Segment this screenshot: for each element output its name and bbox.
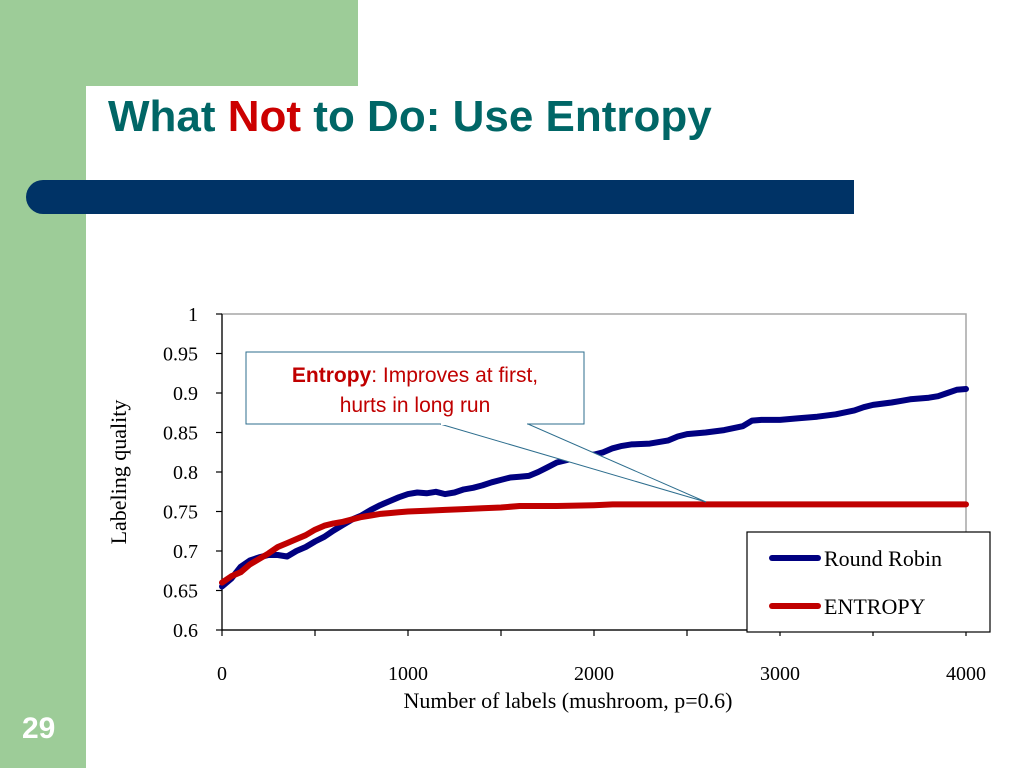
slide-number: 29 (22, 712, 56, 745)
legend-label-entropy: ENTROPY (824, 594, 926, 619)
slide-title: What Not to Do: Use Entropy (108, 92, 712, 142)
y-tick-label: 0.6 (173, 620, 198, 642)
y-tick-label: 0.85 (163, 423, 198, 445)
x-tick-label: 3000 (760, 663, 800, 685)
y-axis-title: Labeling quality (106, 400, 131, 545)
callout-pointer (439, 423, 707, 503)
title-part-3: to Do: Use Entropy (301, 92, 712, 141)
x-tick-label: 4000 (946, 663, 986, 685)
callout-line-2: hurts in long run (340, 394, 491, 417)
x-tick-label: 0 (217, 663, 227, 685)
callout-line-1-rest: : Improves at first, (371, 364, 538, 387)
title-underline-bar (26, 180, 854, 214)
y-axis: 0.6 0.65 0.7 0.75 0.8 0.85 0.9 0.95 1 (163, 304, 223, 642)
y-tick-label: 0.8 (173, 462, 198, 484)
series-lines (219, 386, 969, 590)
title-part-1: What (108, 92, 228, 141)
y-tick-label: 0.9 (173, 383, 198, 405)
y-tick-label: 0.7 (173, 541, 198, 563)
left-green-band (0, 0, 86, 768)
x-axis-title: Number of labels (mushroom, p=0.6) (404, 688, 733, 713)
y-tick-label: 1 (188, 304, 198, 326)
callout-bold-word: Entropy (292, 364, 372, 387)
top-green-band (86, 0, 358, 86)
x-axis: 0 1000 2000 3000 4000 (217, 629, 986, 685)
x-tick-label: 1000 (388, 663, 428, 685)
x-tick-label: 2000 (574, 663, 614, 685)
series-line-round-robin (219, 386, 969, 590)
y-tick-label: 0.75 (163, 502, 198, 524)
callout-annotation: Entropy: Improves at first, hurts in lon… (245, 351, 707, 503)
callout-box (245, 351, 585, 425)
series-line-entropy (219, 501, 969, 586)
legend-label-round-robin: Round Robin (824, 546, 942, 571)
legend-box (746, 531, 991, 633)
title-not-word: Not (227, 92, 302, 141)
callout-line-1: Entropy: Improves at first, (292, 364, 538, 387)
legend[interactable]: Round Robin ENTROPY (746, 531, 991, 633)
y-tick-label: 0.95 (163, 344, 198, 366)
y-tick-label: 0.65 (163, 581, 198, 603)
